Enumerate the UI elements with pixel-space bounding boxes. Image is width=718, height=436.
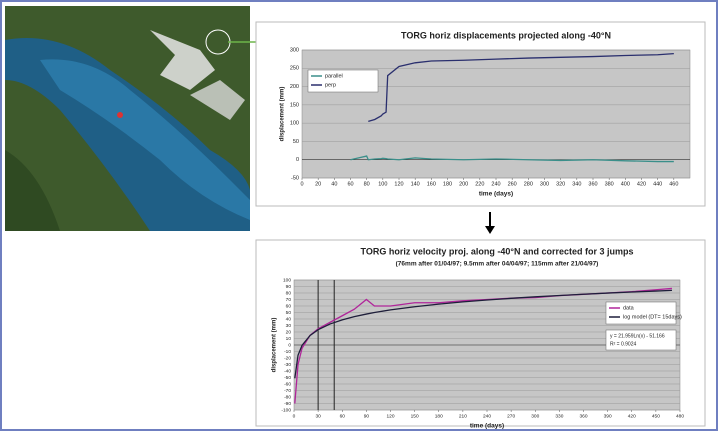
y-tick-label: 60 xyxy=(286,303,292,309)
y-tick-label: 300 xyxy=(290,47,299,53)
y-tick-label: 200 xyxy=(290,84,299,90)
y-tick-label: -100 xyxy=(281,407,291,413)
x-tick-label: 480 xyxy=(676,413,684,419)
x-tick-label: 360 xyxy=(579,413,587,419)
x-tick-label: 440 xyxy=(653,181,662,187)
x-axis-label: time (days) xyxy=(479,191,513,198)
x-tick-label: 210 xyxy=(459,413,467,419)
x-tick-label: 240 xyxy=(491,181,500,187)
x-tick-label: 300 xyxy=(540,181,549,187)
legend-box xyxy=(605,301,677,325)
x-tick-label: 60 xyxy=(347,181,353,187)
y-tick-label: 90 xyxy=(286,284,292,290)
down-arrow-head xyxy=(485,226,495,234)
x-tick-label: 340 xyxy=(572,181,581,187)
x-tick-label: 260 xyxy=(508,181,517,187)
x-axis-label: time (days) xyxy=(470,423,504,430)
y-tick-label: 20 xyxy=(286,329,292,335)
x-tick-label: 380 xyxy=(605,181,614,187)
x-tick-label: 400 xyxy=(621,181,630,187)
y-tick-label: -30 xyxy=(284,362,291,368)
series-line xyxy=(350,155,674,163)
y-tick-label: 70 xyxy=(286,297,292,303)
y-tick-label: -80 xyxy=(284,394,291,400)
x-tick-label: 40 xyxy=(331,181,337,187)
y-tick-label: -90 xyxy=(284,401,291,407)
y-tick-label: 150 xyxy=(290,102,299,108)
chart-title: TORG horiz velocity proj. along -40°N an… xyxy=(361,246,634,256)
y-tick-label: -60 xyxy=(284,381,291,387)
chart-subtitle: (76mm after 01/04/97; 9.5mm after 04/04/… xyxy=(396,261,599,268)
y-tick-label: 100 xyxy=(283,277,291,283)
x-tick-label: 420 xyxy=(628,413,636,419)
chart-title: TORG horiz displacements projected along… xyxy=(401,30,611,40)
legend-box xyxy=(307,69,379,93)
y-tick-label: -70 xyxy=(284,388,291,394)
series-line xyxy=(368,53,674,122)
x-tick-label: 180 xyxy=(443,181,452,187)
legend-label: data xyxy=(623,305,635,311)
y-tick-label: 0 xyxy=(288,342,291,348)
x-tick-label: 60 xyxy=(340,413,346,419)
y-tick-label: 30 xyxy=(286,323,292,329)
y-tick-label: 50 xyxy=(293,139,299,145)
y-tick-label: 80 xyxy=(286,290,292,296)
x-tick-label: 200 xyxy=(459,181,468,187)
x-tick-label: 330 xyxy=(555,413,563,419)
y-axis-label: displacement (mm) xyxy=(272,318,278,373)
x-tick-label: 270 xyxy=(507,413,515,419)
x-tick-label: 140 xyxy=(411,181,420,187)
y-tick-label: -50 xyxy=(284,375,291,381)
x-tick-label: 360 xyxy=(588,181,597,187)
y-tick-label: 100 xyxy=(290,121,299,127)
x-tick-label: 0 xyxy=(293,413,296,419)
x-tick-label: 320 xyxy=(556,181,565,187)
x-tick-label: 120 xyxy=(386,413,394,419)
legend-label: perp xyxy=(325,82,336,88)
y-tick-label: 0 xyxy=(296,157,299,163)
x-tick-label: 100 xyxy=(378,181,387,187)
y-tick-label: 250 xyxy=(290,66,299,72)
x-tick-label: 160 xyxy=(427,181,436,187)
x-tick-label: 0 xyxy=(300,181,303,187)
legend-label: parallel xyxy=(325,73,343,79)
series-line xyxy=(294,289,672,379)
legend-label: log model (DT= 15days) xyxy=(623,314,682,320)
x-tick-label: 300 xyxy=(531,413,539,419)
y-tick-label: -20 xyxy=(284,355,291,361)
x-tick-label: 150 xyxy=(411,413,419,419)
x-tick-label: 20 xyxy=(315,181,321,187)
x-tick-label: 420 xyxy=(637,181,646,187)
x-tick-label: 220 xyxy=(475,181,484,187)
annotation: y = 21.959Ln(x) - 51.166 xyxy=(610,333,665,339)
satellite-map xyxy=(5,6,250,231)
y-tick-label: -10 xyxy=(284,349,291,355)
y-tick-label: 10 xyxy=(286,336,292,342)
x-tick-label: 30 xyxy=(315,413,321,419)
x-tick-label: 460 xyxy=(669,181,678,187)
x-tick-label: 90 xyxy=(364,413,370,419)
x-tick-label: 450 xyxy=(652,413,660,419)
annotation-box xyxy=(605,329,677,351)
annotation: R² = 0.9024 xyxy=(610,341,636,347)
y-tick-label: 40 xyxy=(286,316,292,322)
x-tick-label: 390 xyxy=(604,413,612,419)
x-tick-label: 120 xyxy=(394,181,403,187)
x-tick-label: 180 xyxy=(435,413,443,419)
y-axis-label: displacement (mm) xyxy=(280,87,286,142)
x-tick-label: 80 xyxy=(364,181,370,187)
y-tick-label: 50 xyxy=(286,310,292,316)
x-tick-label: 280 xyxy=(524,181,533,187)
y-tick-label: -40 xyxy=(284,368,291,374)
y-tick-label: -50 xyxy=(291,175,299,181)
x-tick-label: 240 xyxy=(483,413,491,419)
